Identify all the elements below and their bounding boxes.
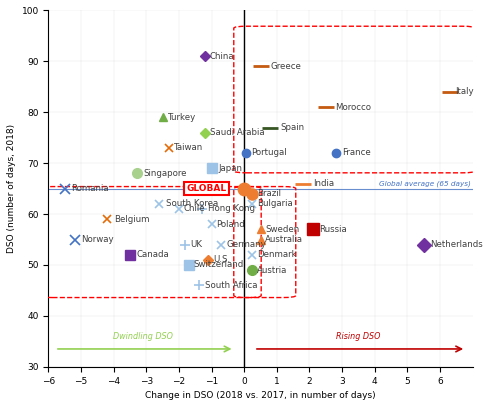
- Text: Norway: Norway: [81, 235, 114, 244]
- Text: South Korea: South Korea: [166, 199, 218, 208]
- Text: Rising DSO: Rising DSO: [336, 332, 380, 341]
- Text: Turkey: Turkey: [167, 113, 196, 122]
- Text: China: China: [210, 52, 235, 61]
- Text: Australia: Australia: [265, 235, 303, 244]
- Text: Belgium: Belgium: [114, 214, 149, 224]
- Text: Spain: Spain: [280, 123, 304, 132]
- Text: Italy: Italy: [454, 88, 473, 96]
- Text: Japan: Japan: [218, 164, 242, 173]
- Y-axis label: DSO (number of days, 2018): DSO (number of days, 2018): [7, 124, 16, 253]
- Text: UK: UK: [190, 240, 203, 249]
- Text: Germany: Germany: [226, 240, 266, 249]
- Text: Saudi Arabia: Saudi Arabia: [210, 128, 265, 137]
- Text: Singapore: Singapore: [143, 169, 187, 178]
- Text: Russia: Russia: [319, 225, 347, 234]
- Text: South Africa: South Africa: [205, 281, 257, 290]
- Text: India: India: [313, 179, 334, 188]
- Text: Romania: Romania: [71, 184, 109, 193]
- Text: Austria: Austria: [257, 265, 288, 275]
- Text: Netherlands: Netherlands: [430, 240, 483, 249]
- Text: Global average (65 days): Global average (65 days): [379, 181, 471, 187]
- Text: Switzerland: Switzerland: [194, 260, 244, 269]
- Text: Chile: Chile: [184, 204, 206, 214]
- Text: Taiwan: Taiwan: [174, 143, 204, 152]
- X-axis label: Change in DSO (2018 vs. 2017, in number of days): Change in DSO (2018 vs. 2017, in number …: [145, 391, 376, 400]
- Text: France: France: [342, 149, 371, 158]
- Text: Denmark: Denmark: [257, 250, 297, 259]
- Text: Bulgaria: Bulgaria: [257, 199, 293, 208]
- Text: Sweden: Sweden: [265, 225, 300, 234]
- Text: Brazil: Brazil: [257, 189, 281, 198]
- Text: Canada: Canada: [136, 250, 169, 259]
- Text: Poland: Poland: [216, 220, 245, 229]
- Text: Hong Kong: Hong Kong: [208, 204, 255, 214]
- Text: Morocco: Morocco: [335, 103, 371, 112]
- Text: Portugal: Portugal: [251, 149, 287, 158]
- Text: U.S.: U.S.: [213, 255, 230, 265]
- Text: Greece: Greece: [270, 62, 301, 71]
- Text: GLOBAL: GLOBAL: [187, 184, 227, 193]
- Text: Dwindling DSO: Dwindling DSO: [113, 332, 173, 341]
